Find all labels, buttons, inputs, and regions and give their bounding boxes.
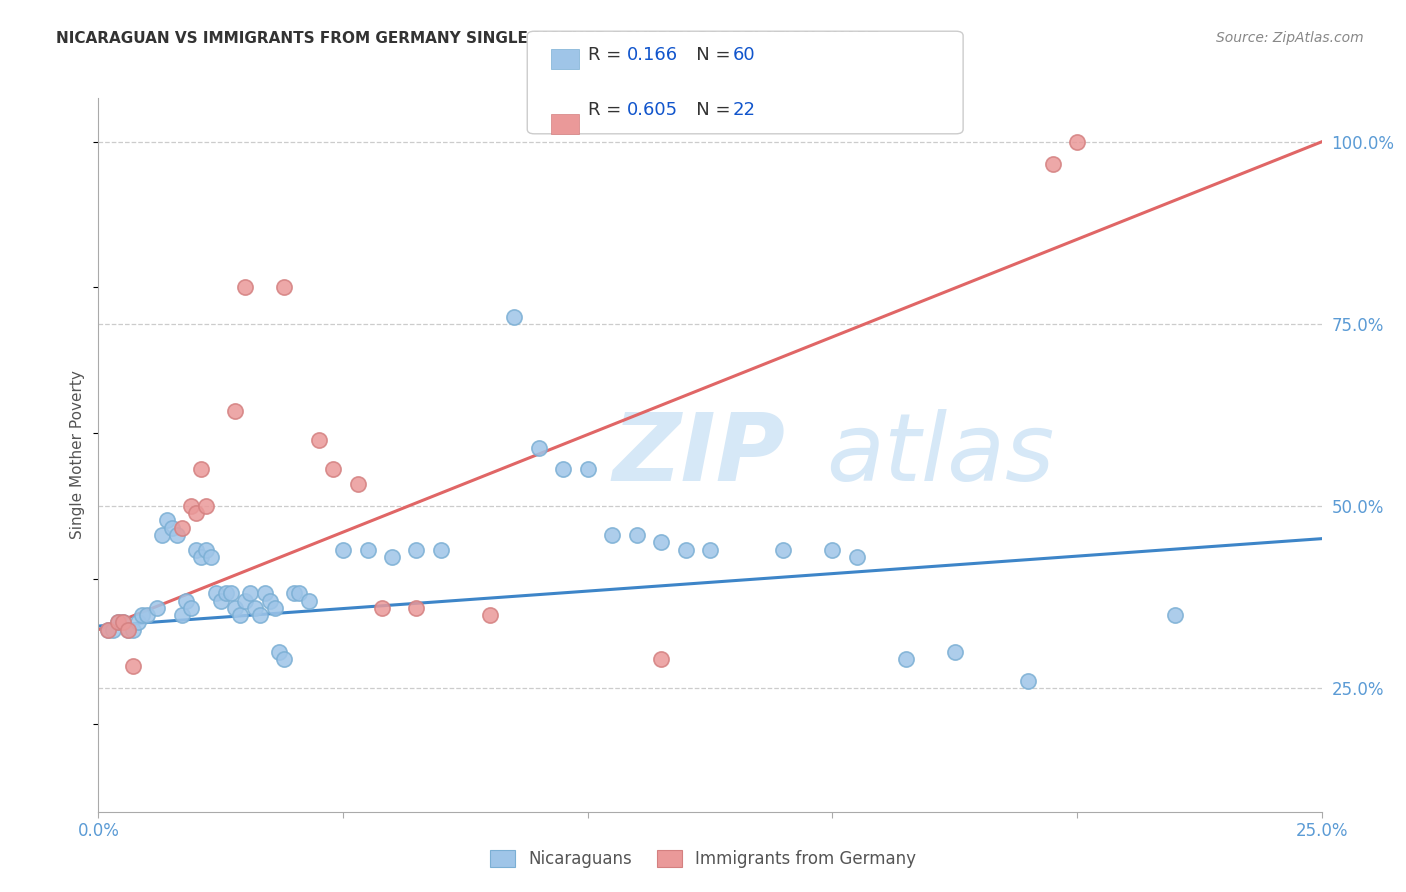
Point (170, 608, 193, 623)
Point (821, 542, 844, 557)
Point (527, 441, 550, 455)
Point (195, 499, 218, 513)
Point (209, 593, 232, 607)
Text: 0.166: 0.166 (627, 46, 678, 64)
Text: NICARAGUAN VS IMMIGRANTS FROM GERMANY SINGLE MOTHER POVERTY CORRELATION CHART: NICARAGUAN VS IMMIGRANTS FROM GERMANY SI… (56, 31, 879, 46)
Point (259, 593, 281, 607)
Point (356, 542, 378, 557)
Point (160, 521, 183, 535)
Point (675, 542, 697, 557)
Point (111, 615, 134, 630)
Point (772, 542, 794, 557)
Point (117, 623, 139, 637)
Point (894, 652, 917, 666)
Text: 22: 22 (733, 101, 755, 119)
Point (146, 600, 169, 615)
Legend: Nicaraguans, Immigrants from Germany: Nicaraguans, Immigrants from Germany (484, 843, 922, 875)
Point (186, 506, 208, 520)
Point (243, 600, 266, 615)
Text: 60: 60 (733, 46, 755, 64)
Point (273, 652, 295, 666)
Point (107, 615, 129, 630)
Point (1042, 156, 1064, 170)
Point (190, 462, 212, 476)
Point (239, 586, 262, 600)
Point (180, 600, 202, 615)
Text: 0.605: 0.605 (627, 101, 678, 119)
Point (170, 521, 193, 535)
Point (943, 644, 966, 658)
Point (205, 586, 228, 600)
Point (381, 549, 404, 564)
Point (150, 528, 173, 542)
Point (166, 528, 188, 542)
Point (845, 549, 868, 564)
Point (180, 499, 202, 513)
Point (107, 615, 129, 630)
Point (176, 593, 198, 607)
Point (503, 310, 526, 324)
Point (233, 593, 256, 607)
Point (101, 623, 124, 637)
Point (136, 608, 159, 623)
Point (200, 549, 222, 564)
Point (576, 462, 599, 476)
Point (195, 542, 218, 557)
Point (322, 462, 344, 476)
Point (111, 615, 134, 630)
Point (219, 586, 242, 600)
Y-axis label: Single Mother Poverty: Single Mother Poverty (70, 370, 86, 540)
Point (699, 542, 721, 557)
Point (127, 615, 149, 630)
Point (186, 542, 208, 557)
Point (249, 608, 271, 623)
Text: ZIP: ZIP (612, 409, 785, 501)
Point (405, 600, 427, 615)
Point (298, 593, 321, 607)
Point (288, 586, 311, 600)
Point (1066, 135, 1088, 149)
Point (121, 623, 143, 637)
Point (263, 600, 285, 615)
Point (224, 600, 246, 615)
Point (117, 623, 139, 637)
Point (273, 280, 295, 294)
Point (269, 644, 291, 658)
Point (283, 586, 305, 600)
Text: atlas: atlas (827, 409, 1054, 500)
Point (229, 608, 252, 623)
Point (626, 528, 648, 542)
Point (430, 542, 453, 557)
Text: R =: R = (588, 101, 633, 119)
Point (308, 434, 330, 448)
Text: R =: R = (588, 46, 633, 64)
Point (190, 549, 212, 564)
Point (1164, 608, 1187, 623)
Point (346, 477, 368, 491)
Text: Source: ZipAtlas.com: Source: ZipAtlas.com (1216, 31, 1364, 45)
Point (600, 528, 623, 542)
Point (97, 623, 120, 637)
Point (478, 608, 501, 623)
Point (156, 513, 179, 527)
Point (405, 542, 427, 557)
Text: N =: N = (679, 101, 737, 119)
Point (233, 280, 256, 294)
Point (1017, 673, 1039, 688)
Point (224, 404, 246, 418)
Point (332, 542, 354, 557)
Point (97, 623, 120, 637)
Point (214, 586, 236, 600)
Point (253, 586, 276, 600)
Point (131, 608, 153, 623)
Text: N =: N = (679, 46, 737, 64)
Point (121, 659, 143, 673)
Point (650, 535, 672, 549)
Point (553, 462, 575, 476)
Point (650, 652, 672, 666)
Point (371, 600, 394, 615)
